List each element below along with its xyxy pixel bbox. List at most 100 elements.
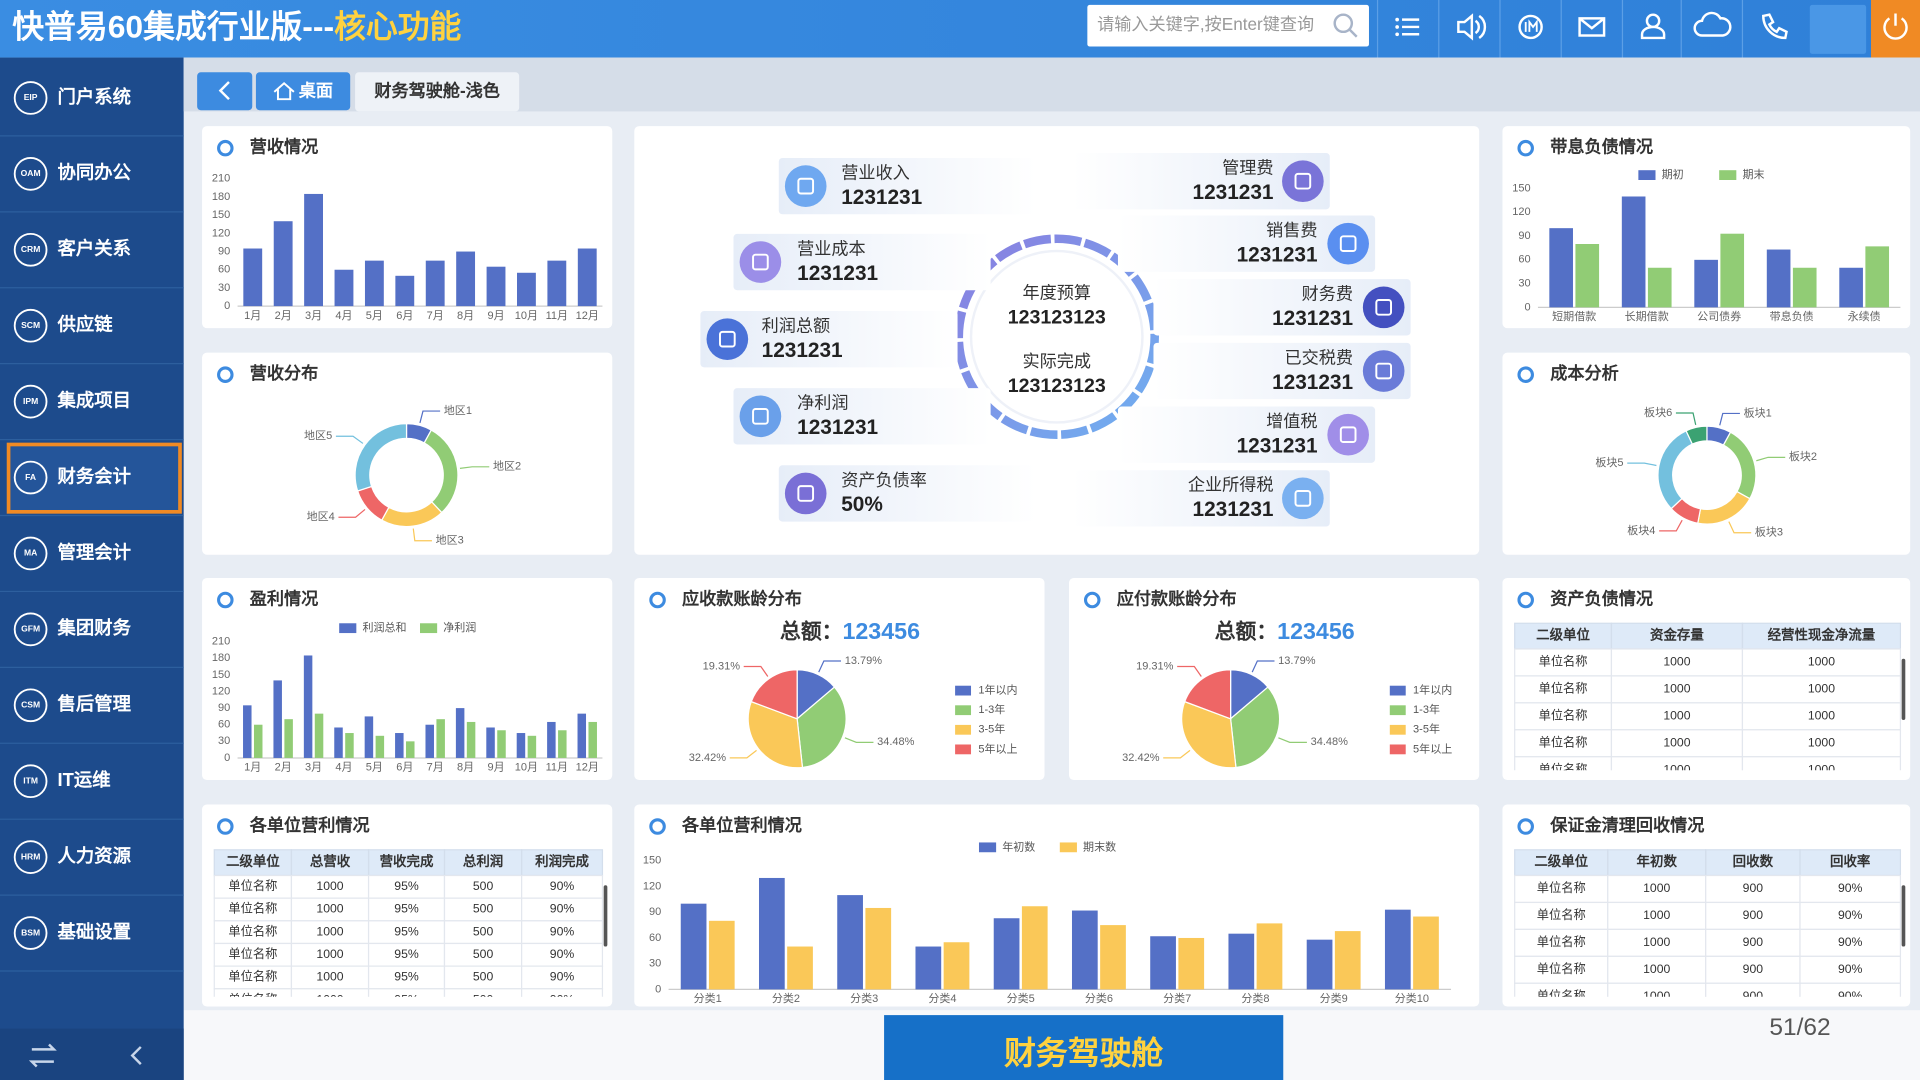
menu-label: 管理会计 xyxy=(58,541,131,562)
cell-text: 1000 xyxy=(1643,935,1670,949)
x-tick-label: 分类5 xyxy=(1007,991,1035,1005)
collapse-button[interactable] xyxy=(130,1046,142,1065)
toolbar-button[interactable] xyxy=(1376,0,1420,58)
label-line xyxy=(1177,665,1202,677)
bar xyxy=(395,733,404,758)
panel: 营收情况 0 30 60 90 120 150 180 210 1月 2月 3月 4月 5月 6月 7月 8月 9… xyxy=(202,126,613,329)
power-button[interactable] xyxy=(1871,0,1920,58)
panel-title: 各单位营利情况 xyxy=(681,815,802,835)
toolbar-button[interactable] xyxy=(1560,0,1606,58)
search-icon xyxy=(1348,28,1358,38)
cell-text: 90% xyxy=(1838,935,1863,949)
x-tick-label: 12月 xyxy=(576,762,599,774)
cell xyxy=(1799,982,1902,997)
bar xyxy=(708,920,735,990)
kpi-label: 利润总额 xyxy=(762,315,831,335)
legend-label: 年初数 xyxy=(1002,839,1035,853)
toolbar-button[interactable] xyxy=(1741,0,1788,58)
kpi-label: 企业所得税 xyxy=(1188,475,1274,495)
menu-active-border xyxy=(6,442,182,514)
legend-label: 利润总和 xyxy=(362,620,406,634)
menu-item[interactable]: OAM 协同办公 xyxy=(0,157,184,213)
x-tick-label: 9月 xyxy=(487,310,504,322)
cell-text: 单位名称 xyxy=(1537,988,1586,1003)
home-tab[interactable]: 桌面 xyxy=(255,72,351,111)
user-avatar[interactable] xyxy=(1809,4,1867,54)
back-button[interactable] xyxy=(197,72,253,111)
x-tick-label: 分类2 xyxy=(772,991,800,1005)
menu-item[interactable]: MA 管理会计 xyxy=(0,536,184,593)
menu-item[interactable]: GFM 集团财务 xyxy=(0,612,184,668)
cell xyxy=(1741,702,1902,731)
power-bg[interactable] xyxy=(1871,0,1920,58)
icon-stroke xyxy=(1518,14,1543,40)
label-line xyxy=(1659,519,1683,532)
menu-label: 售后管理 xyxy=(58,693,132,714)
footer-banner-bg xyxy=(884,1015,1284,1080)
current-tab-bg[interactable] xyxy=(355,72,520,112)
cell-text: 1000 xyxy=(316,970,343,984)
current-tab[interactable]: 财务驾驶舱-浅色 xyxy=(355,72,520,112)
menu-item[interactable]: EIP 门户系统 xyxy=(0,81,184,137)
menu-item[interactable]: BSM 基础设置 xyxy=(0,916,184,972)
cell xyxy=(1514,702,1613,731)
bar xyxy=(375,735,385,758)
search-box[interactable]: 请输入关键字,按Enter键查询 xyxy=(1087,4,1369,47)
legend-swatch xyxy=(955,744,972,755)
home-tab-bg[interactable] xyxy=(255,72,351,111)
panel: 年度预算123123123实际完成123123123营业收入1231231营业成… xyxy=(634,126,1480,555)
x-tick-label: 1月 xyxy=(244,762,261,774)
x-tick-label: 5月 xyxy=(366,310,383,322)
bar xyxy=(1384,909,1411,990)
back-bg[interactable] xyxy=(197,72,253,111)
cell-text: 1000 xyxy=(316,879,343,893)
menu-item[interactable]: HRM 人力资源 xyxy=(0,840,184,896)
bar xyxy=(527,735,537,758)
home-tab-label: 桌面 xyxy=(299,80,333,100)
menu-code: GFM xyxy=(21,624,40,634)
bar xyxy=(243,248,263,307)
bar xyxy=(547,721,556,758)
toolbar-button[interactable] xyxy=(1621,0,1666,58)
legend-swatch xyxy=(1638,170,1656,180)
switch-icon xyxy=(28,1043,57,1068)
kpi-item: 营业成本 1231231 xyxy=(733,233,991,291)
y-tick-label: 90 xyxy=(649,906,661,918)
menu-label: 人力资源 xyxy=(58,845,132,866)
bar xyxy=(406,741,415,758)
slice-label: 板块4 xyxy=(1627,523,1655,537)
legend-swatch xyxy=(955,724,972,735)
cell-text: 900 xyxy=(1743,935,1764,949)
budget-label: 实际完成 xyxy=(1022,351,1091,371)
cell-text: 单位名称 xyxy=(1537,880,1586,895)
total-value: 123456 xyxy=(1277,618,1355,644)
kpi-value: 1231231 xyxy=(1272,307,1353,330)
kpi-item: 增值税 1231231 xyxy=(1117,406,1376,463)
toolbar-button[interactable] xyxy=(1438,0,1487,58)
cell xyxy=(1705,874,1801,904)
cell-text: 1000 xyxy=(1663,682,1690,696)
panel-title: 应收款账龄分布 xyxy=(682,589,802,609)
switch-button[interactable] xyxy=(28,1043,57,1068)
kpi-label: 财务费 xyxy=(1302,284,1353,304)
toolbar-button[interactable] xyxy=(1499,0,1543,58)
menu-item[interactable]: SCM 供应链 xyxy=(0,308,184,365)
y-tick-label: 60 xyxy=(218,264,230,276)
menu-item[interactable]: CRM 客户关系 xyxy=(0,232,184,289)
label-line xyxy=(1278,737,1307,743)
cell-text: 95% xyxy=(394,879,419,893)
toolbar-button[interactable] xyxy=(1680,0,1732,58)
menu-item[interactable]: CSM 售后管理 xyxy=(0,688,184,744)
menu-item[interactable]: ITM IT运维 xyxy=(0,764,184,820)
icon-stroke xyxy=(1640,25,1666,40)
menu-item[interactable]: IPM 集成项目 xyxy=(0,384,184,441)
x-tick-label: 12月 xyxy=(576,310,599,322)
app-title-highlight: 核心功能 xyxy=(334,9,461,45)
cell-text: 单位名称 xyxy=(1537,907,1586,922)
menu-item[interactable]: FA 财务会计 xyxy=(0,442,184,517)
cell-text: 1000 xyxy=(1808,735,1835,749)
search-input[interactable] xyxy=(1087,4,1369,47)
budget-label: 年度预算 xyxy=(1022,282,1091,302)
slice-label: 13.79% xyxy=(1278,655,1316,667)
y-tick-label: 0 xyxy=(1524,301,1530,313)
